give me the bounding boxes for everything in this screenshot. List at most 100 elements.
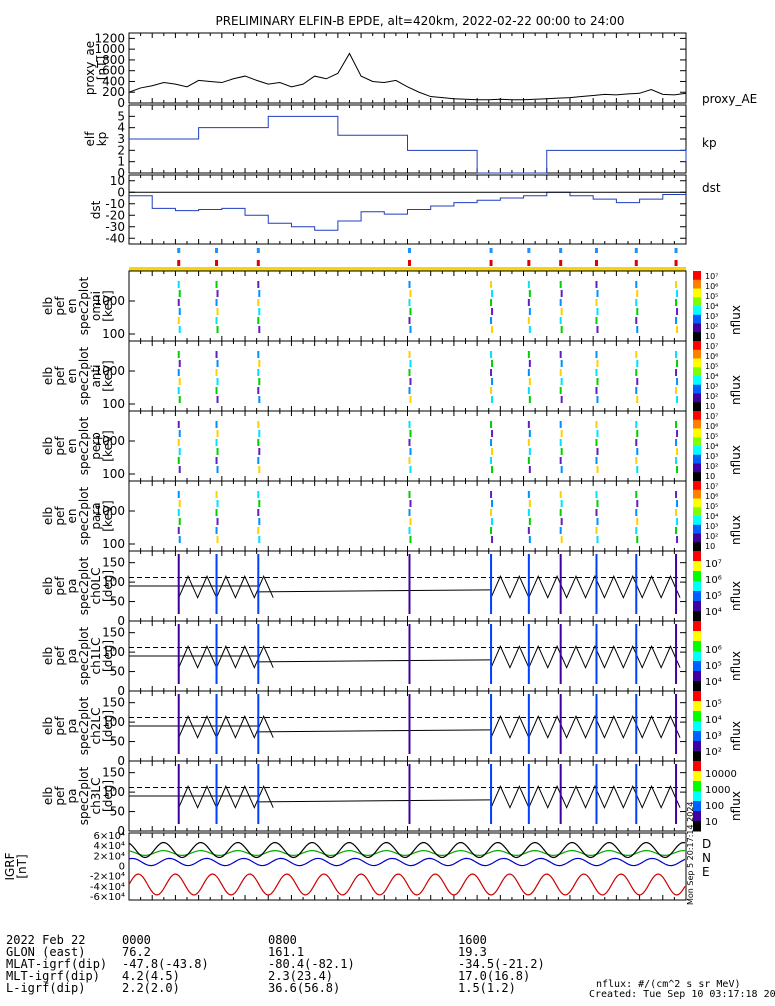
energy-ytick-label: 100 <box>102 537 125 551</box>
zone-tick-blue <box>559 248 563 253</box>
spectrogram-stripe <box>676 290 679 297</box>
ylabel-line: dst <box>89 200 103 219</box>
spectrogram-stripe <box>560 518 563 525</box>
energy-colorbar-label: 10⁴ <box>705 372 718 381</box>
spectrogram-stripe <box>408 387 411 394</box>
energy-colorbar-segment <box>693 411 701 421</box>
spectrogram-stripe <box>675 509 678 516</box>
pitch-stripe <box>527 554 530 614</box>
spectrogram-stripe <box>215 299 218 306</box>
zone-tick-red <box>489 260 493 266</box>
pitch-colorbar-segment <box>693 671 701 682</box>
spectrogram-stripe <box>178 378 181 385</box>
pitch-stripe <box>490 694 493 754</box>
spectrogram-stripe <box>178 308 181 315</box>
spectrogram-stripe <box>560 430 563 437</box>
energy-ylabel-3: elbpefenspec2plotpara[keV] <box>41 486 115 545</box>
ylabel-line: elb <box>41 437 55 455</box>
footer-row: L-igrf(dip) 2.2(2.0) 36.6(56.8) 1.5(1.2) <box>6 982 516 994</box>
energy-colorbar-segment <box>693 384 701 394</box>
proxy-ae-ylabel: proxy_ae[nT] <box>83 41 109 95</box>
pitch-colorbar-label: 100 <box>705 801 724 812</box>
spectrogram-stripe <box>636 500 639 507</box>
spectrogram-stripe <box>635 369 638 376</box>
pitch-ylabel-3: elbpefpaspec2plotch3LC[deg] <box>41 766 115 825</box>
spectrogram-stripe <box>595 281 598 288</box>
pitch-ytick-label: 0 <box>117 684 125 698</box>
spectrogram-stripe <box>636 360 639 367</box>
igrf-line-D <box>128 873 686 896</box>
spectrogram-stripe <box>559 387 562 394</box>
spectrogram-stripe <box>595 317 598 324</box>
pitch-colorbar-segment <box>693 711 701 722</box>
spectrogram-stripe <box>635 509 638 516</box>
spectrogram-stripe <box>595 457 598 464</box>
spectrogram-stripe <box>559 351 562 358</box>
igrf-frame <box>128 832 687 901</box>
igrf-ytick-label: 6×10⁴ <box>94 831 125 842</box>
ylabel-line: spec2plot <box>77 416 91 475</box>
dst-ytick-label: -40 <box>105 231 125 245</box>
spectrogram-stripe <box>636 396 639 403</box>
pitch-stripe <box>490 554 493 614</box>
spectrogram-stripe <box>636 290 639 297</box>
spectrogram-stripe <box>178 500 181 507</box>
footer-v2: 36.6(56.8) <box>268 981 341 995</box>
spectrogram-stripe <box>676 430 679 437</box>
energy-colorbar-segment <box>693 306 701 316</box>
spectrogram-stripe <box>636 466 639 473</box>
pitch-colorbar-segment <box>693 621 701 632</box>
energy-spectrogram-1 <box>128 340 687 412</box>
ylabel-line: elb <box>41 647 55 665</box>
ylabel-line: pef <box>53 366 67 386</box>
spectrogram-stripe <box>528 536 531 543</box>
pitch-colorbar-label: 10 <box>705 817 718 828</box>
energy-colorbar-label: 10⁴ <box>705 302 718 311</box>
energy-colorbar-segment <box>693 481 701 491</box>
energy-colorbar-segment <box>693 428 701 438</box>
energy-colorbar-segment <box>693 454 701 464</box>
pitch-colorbar-label: 10⁴ <box>705 677 722 688</box>
energy-ytick-label: 1000 <box>94 434 125 448</box>
spectrogram-stripe <box>216 430 219 437</box>
ylabel-line: [nT] <box>95 56 109 80</box>
pitch-colorbar-segment <box>693 591 701 602</box>
spectrogram-stripe <box>560 290 563 297</box>
spectrogram-stripe <box>676 500 679 507</box>
pitch-ytick-label: 0 <box>117 614 125 628</box>
spectrogram-stripe <box>258 378 261 385</box>
ylabel-line: [keV] <box>101 430 115 461</box>
spectrogram-stripe <box>559 457 562 464</box>
spectrogram-stripe <box>491 290 494 297</box>
ylabel-line: anti <box>89 365 103 388</box>
spectrogram-stripe <box>635 317 638 324</box>
spectrogram-stripe <box>408 369 411 376</box>
spectrogram-stripe <box>409 396 412 403</box>
kp-ytick-label: 5 <box>117 109 125 123</box>
spectrogram-stripe <box>675 457 678 464</box>
energy-colorbar-label: 10² <box>705 322 718 331</box>
footer-label: GLON (east) <box>6 945 86 959</box>
energy-colorbar-label: 10⁶ <box>705 352 718 361</box>
energy-colorbar-label: 10⁴ <box>705 512 718 521</box>
pitch-ytick-label: 150 <box>102 696 125 710</box>
spectrogram-stripe <box>490 509 493 516</box>
energy-ytick-label: 100 <box>102 467 125 481</box>
spectrogram-stripe <box>257 387 260 394</box>
spectrogram-stripe <box>675 369 678 376</box>
pitch-colorbar-segment <box>693 561 701 572</box>
spectrogram-stripe <box>636 448 639 455</box>
kp-legend: kp <box>702 136 717 150</box>
spectrogram-stripe <box>528 500 531 507</box>
spectrogram-stripe <box>491 500 494 507</box>
energy-colorbar-title: nflux <box>729 515 743 545</box>
pitch-colorbar-segment <box>693 681 701 692</box>
spectrogram-stripe <box>216 290 219 297</box>
pitch-stripe <box>595 694 598 754</box>
pitch-ylabel-0: elbpefpaspec2plotch0LC[deg] <box>41 556 115 615</box>
proxy-ae-frame <box>128 32 687 104</box>
pitch-colorbar-title: nflux <box>729 581 743 611</box>
spectrogram-stripe <box>257 491 260 498</box>
spectrogram-stripe <box>258 326 261 333</box>
